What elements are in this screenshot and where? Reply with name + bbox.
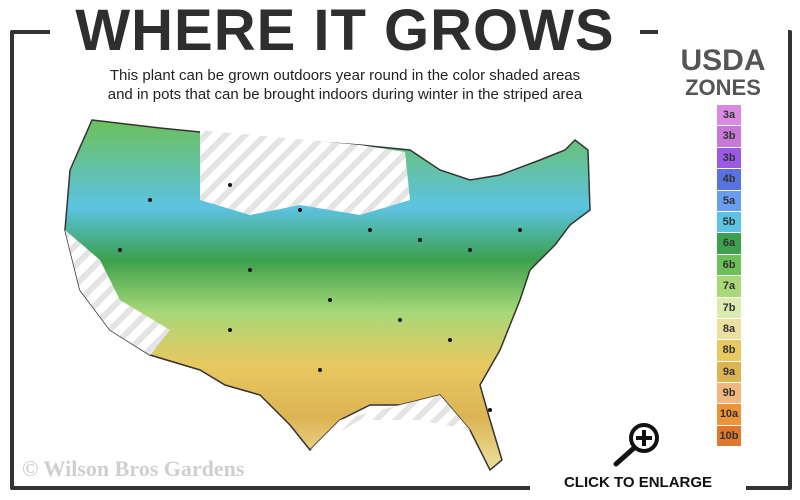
- legend-swatch-5a: 5a: [717, 190, 741, 211]
- city-dot: [468, 248, 472, 252]
- striped-area-north: [200, 130, 410, 215]
- legend-swatch-8a: 8a: [717, 318, 741, 340]
- legend-title-usda: USDA: [680, 44, 766, 77]
- legend-swatch-3a: 3a: [717, 105, 741, 126]
- city-dot: [228, 328, 232, 332]
- legend-swatch-8b: 8b: [717, 340, 741, 361]
- zone-legend: 3a 3b 3b 4b 5a 5b 6a 6b 7a 7b 8a 8b 9a 9b 10a 10b: [717, 105, 741, 447]
- watermark: © Wilson Bros Gardens: [22, 456, 245, 481]
- city-dots: [118, 183, 522, 412]
- city-dot: [418, 238, 422, 242]
- legend-title: USDA ZONES: [658, 20, 788, 100]
- subtitle-line-1: This plant can be grown outdoors year ro…: [109, 67, 581, 84]
- city-dot: [398, 318, 402, 322]
- legend-swatch-4b: 4b: [717, 169, 741, 190]
- city-dot: [318, 368, 322, 372]
- legend-title-zones: ZONES: [685, 75, 761, 100]
- legend-swatch-9b: 9b: [717, 383, 741, 404]
- city-dot: [228, 183, 232, 187]
- legend-swatch-6b: 6b: [717, 254, 741, 276]
- legend-swatch-10b: 10b: [717, 425, 741, 447]
- city-dot: [248, 268, 252, 272]
- legend-swatch-3b: 3b: [717, 147, 741, 169]
- legend-swatch-3b: 3b: [717, 126, 741, 147]
- page-title: WHERE IT GROWS: [50, 0, 640, 62]
- legend-swatch-6a: 6a: [717, 233, 741, 254]
- legend-swatch-7a: 7a: [717, 276, 741, 297]
- city-dot: [328, 298, 332, 302]
- legend-swatch-7b: 7b: [717, 297, 741, 318]
- legend-swatch-5b: 5b: [717, 211, 741, 233]
- legend-swatch-9a: 9a: [717, 361, 741, 383]
- city-dot: [368, 228, 372, 232]
- striped-area-gulf: [310, 395, 470, 450]
- striped-area-southwest: [65, 230, 170, 355]
- city-dot: [118, 248, 122, 252]
- us-map-shape: [64, 119, 591, 472]
- click-to-enlarge-button[interactable]: CLICK TO ENLARGE: [530, 468, 746, 498]
- city-dot: [448, 338, 452, 342]
- city-dot: [488, 408, 492, 412]
- subtitle-line-2: and in pots that can be brought indoors …: [107, 86, 583, 103]
- city-dot: [518, 228, 522, 232]
- magnify-plus-icon[interactable]: [608, 420, 664, 468]
- legend-swatch-10a: 10a: [717, 404, 741, 425]
- subtitle: This plant can be grown outdoors year ro…: [50, 66, 640, 104]
- city-dot: [148, 198, 152, 202]
- city-dot: [298, 208, 302, 212]
